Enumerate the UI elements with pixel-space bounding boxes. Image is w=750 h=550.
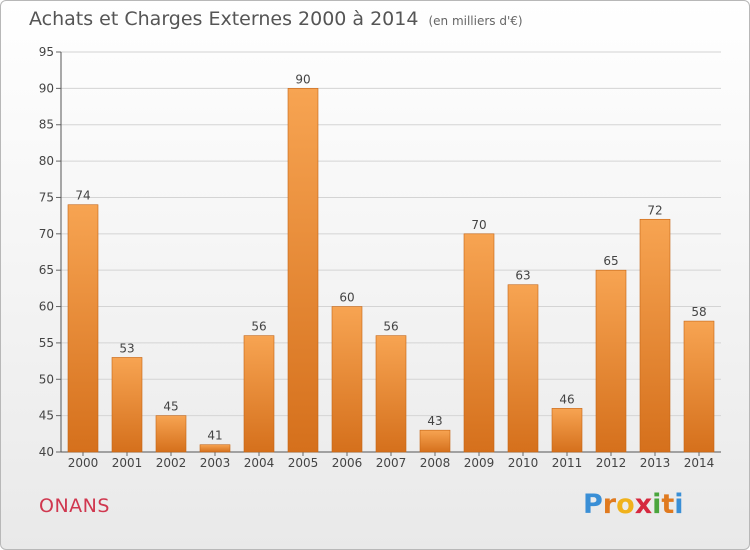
x-tick-label: 2005 <box>288 456 319 470</box>
bar-value-label: 45 <box>163 400 178 414</box>
logo-letter: i <box>674 489 684 520</box>
y-tick-label: 85 <box>39 118 54 132</box>
x-tick-label: 2003 <box>200 456 231 470</box>
y-tick-label: 50 <box>39 372 54 386</box>
bar-value-label: 90 <box>295 72 310 86</box>
bar-value-label: 72 <box>647 203 662 217</box>
bar-value-label: 74 <box>75 189 90 203</box>
logo-letter: P <box>583 489 603 520</box>
bar-value-label: 56 <box>251 320 266 334</box>
x-tick-label: 2002 <box>156 456 187 470</box>
bar-value-label: 70 <box>471 218 486 232</box>
x-tick-label: 2010 <box>508 456 539 470</box>
x-tick-label: 2011 <box>552 456 583 470</box>
bar-2011[interactable] <box>551 408 583 453</box>
chart-subtitle: (en milliers d'€) <box>428 14 523 28</box>
x-tick-label: 2008 <box>420 456 451 470</box>
bar-2009[interactable] <box>463 233 495 453</box>
bar-2001[interactable] <box>111 357 143 453</box>
bar-value-label: 60 <box>339 291 354 305</box>
chart-title: Achats et Charges Externes 2000 à 2014 (e… <box>29 8 523 30</box>
x-tick-label: 2013 <box>640 456 671 470</box>
chart-labels: 40 45 50 55 60 65 70 75 80 85 90 95 74 2000 53 2001 45 20… <box>39 45 715 470</box>
bar-2007[interactable] <box>375 335 407 453</box>
bar-2014[interactable] <box>683 320 715 453</box>
x-tick-label: 2014 <box>684 456 715 470</box>
logo-letter: i <box>652 489 662 520</box>
y-tick-label: 60 <box>39 300 54 314</box>
bar-2006[interactable] <box>331 306 363 453</box>
y-tick-label: 55 <box>39 336 54 350</box>
bar-2004[interactable] <box>243 335 275 453</box>
x-tick-label: 2000 <box>68 456 99 470</box>
y-tick-label: 95 <box>39 45 54 59</box>
y-tick-label: 65 <box>39 263 54 277</box>
y-tick-label: 80 <box>39 154 54 168</box>
bar-value-label: 43 <box>427 414 442 428</box>
x-tick-label: 2007 <box>376 456 407 470</box>
bar-value-label: 46 <box>559 392 574 406</box>
bar-2008[interactable] <box>419 429 451 453</box>
bar-value-label: 63 <box>515 269 530 283</box>
bar-2000[interactable] <box>67 204 99 453</box>
bar-2013[interactable] <box>639 218 671 453</box>
y-tick-label: 40 <box>39 445 54 459</box>
bar-2002[interactable] <box>155 415 187 453</box>
proxiti-logo[interactable]: Proxiti <box>583 489 684 520</box>
x-tick-label: 2009 <box>464 456 495 470</box>
bar-value-label: 58 <box>691 305 706 319</box>
x-tick-label: 2001 <box>112 456 143 470</box>
y-tick-label: 70 <box>39 227 54 241</box>
logo-letter: x <box>634 489 653 520</box>
bar-value-label: 65 <box>603 254 618 268</box>
chart-bars <box>67 88 715 453</box>
bar-2005[interactable] <box>287 88 319 453</box>
x-tick-label: 2004 <box>244 456 275 470</box>
bar-2012[interactable] <box>595 269 627 453</box>
y-tick-label: 75 <box>39 190 54 204</box>
bar-2003[interactable] <box>199 444 231 453</box>
x-tick-label: 2012 <box>596 456 627 470</box>
chart-title-text: Achats et Charges Externes 2000 à 2014 <box>29 8 419 30</box>
logo-letter: t <box>661 489 675 520</box>
bar-2010[interactable] <box>507 284 539 453</box>
logo-letter: r <box>602 489 617 520</box>
bar-value-label: 41 <box>207 429 222 443</box>
bar-value-label: 56 <box>383 320 398 334</box>
y-tick-label: 45 <box>39 409 54 423</box>
x-tick-label: 2006 <box>332 456 363 470</box>
logo-letter: o <box>616 489 635 520</box>
city-name: ONANS <box>39 495 110 517</box>
bar-value-label: 53 <box>119 341 134 355</box>
y-tick-label: 90 <box>39 81 54 95</box>
